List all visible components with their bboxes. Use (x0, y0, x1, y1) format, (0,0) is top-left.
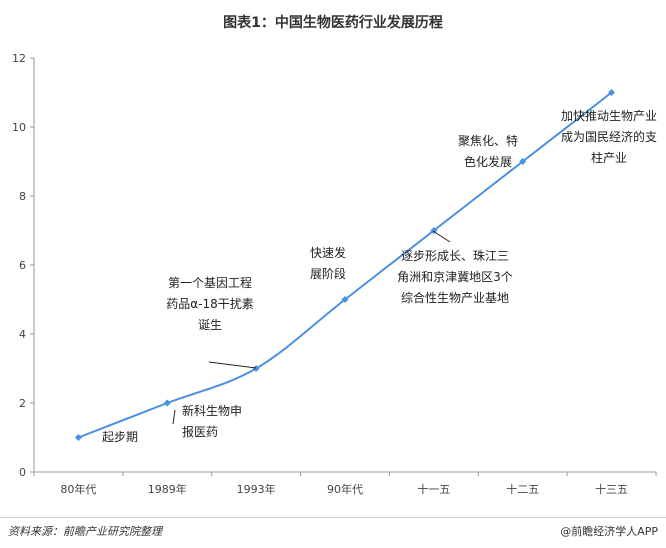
series-line (78, 91, 613, 439)
x-tick-label: 1993年 (237, 482, 276, 496)
annotation-label: 柱产业 (591, 150, 627, 165)
x-tick-label: 80年代 (60, 482, 96, 496)
annotation-label: 角洲和京津冀地区3个 (397, 270, 513, 284)
x-tick-label: 十三五 (595, 482, 628, 496)
chart-title: 图表1：中国生物医药行业发展历程 (223, 15, 443, 31)
y-tick-label: 2 (19, 397, 26, 410)
annotation-label: 综合性生物产业基地 (401, 290, 509, 305)
x-tick-label: 1989年 (148, 482, 187, 496)
annotation-label: 色化发展 (464, 154, 512, 169)
annotation-label: 聚焦化、特 (458, 133, 518, 148)
annotation-label: 加快推动生物产业 (561, 109, 657, 123)
annotation-label: 新科生物申 (182, 403, 242, 418)
y-tick-label: 6 (19, 259, 26, 272)
annotation-label: 展阶段 (310, 266, 346, 281)
annotation-label: 快速发 (310, 245, 346, 260)
y-tick-label: 10 (12, 121, 26, 134)
chart-plot (74, 89, 616, 441)
x-tick-label: 十一五 (417, 482, 450, 496)
annotation-label: 诞生 (198, 318, 222, 332)
data-point-marker (608, 89, 616, 96)
y-tick-label: 4 (19, 328, 26, 341)
annotation-leader (208, 361, 257, 369)
source-note: 资料来源：前瞻产业研究院整理 (8, 525, 162, 538)
y-tick-label: 12 (12, 52, 26, 65)
annotation-label: 逐步形成长、珠江三 (401, 249, 509, 263)
annotation-leader (172, 409, 176, 425)
x-tick-label: 十二五 (506, 482, 539, 496)
chart-svg: 0 2 4 6 8 10 12 80年代 1989年 1993年 90年代 十一五 十二五 十三五 起步期… (12, 52, 657, 496)
data-point-marker (74, 434, 82, 441)
annotation-label: 药品α-18干扰素 (166, 297, 254, 311)
brand-credit: @前瞻经济学人APP (560, 525, 658, 538)
y-tick-label: 0 (19, 466, 26, 479)
y-tick-label: 8 (19, 190, 26, 203)
annotation-leader (432, 230, 451, 243)
chart-axes: 0 2 4 6 8 10 12 80年代 1989年 1993年 90年代 十一五 十二五 十三五 (12, 52, 657, 496)
footer: 资料来源：前瞻产业研究院整理 @前瞻经济学人APP (0, 517, 666, 548)
x-tick-label: 90年代 (327, 482, 363, 496)
annotation-label: 报医药 (182, 424, 218, 439)
data-point-marker (252, 365, 260, 372)
annotation-label: 第一个基因工程 (168, 275, 252, 290)
data-point-marker (341, 296, 349, 303)
annotation-label: 起步期 (102, 430, 138, 444)
data-point-marker (163, 399, 171, 407)
annotation-label: 成为国民经济的支 (561, 129, 657, 144)
data-point-marker (519, 158, 527, 165)
